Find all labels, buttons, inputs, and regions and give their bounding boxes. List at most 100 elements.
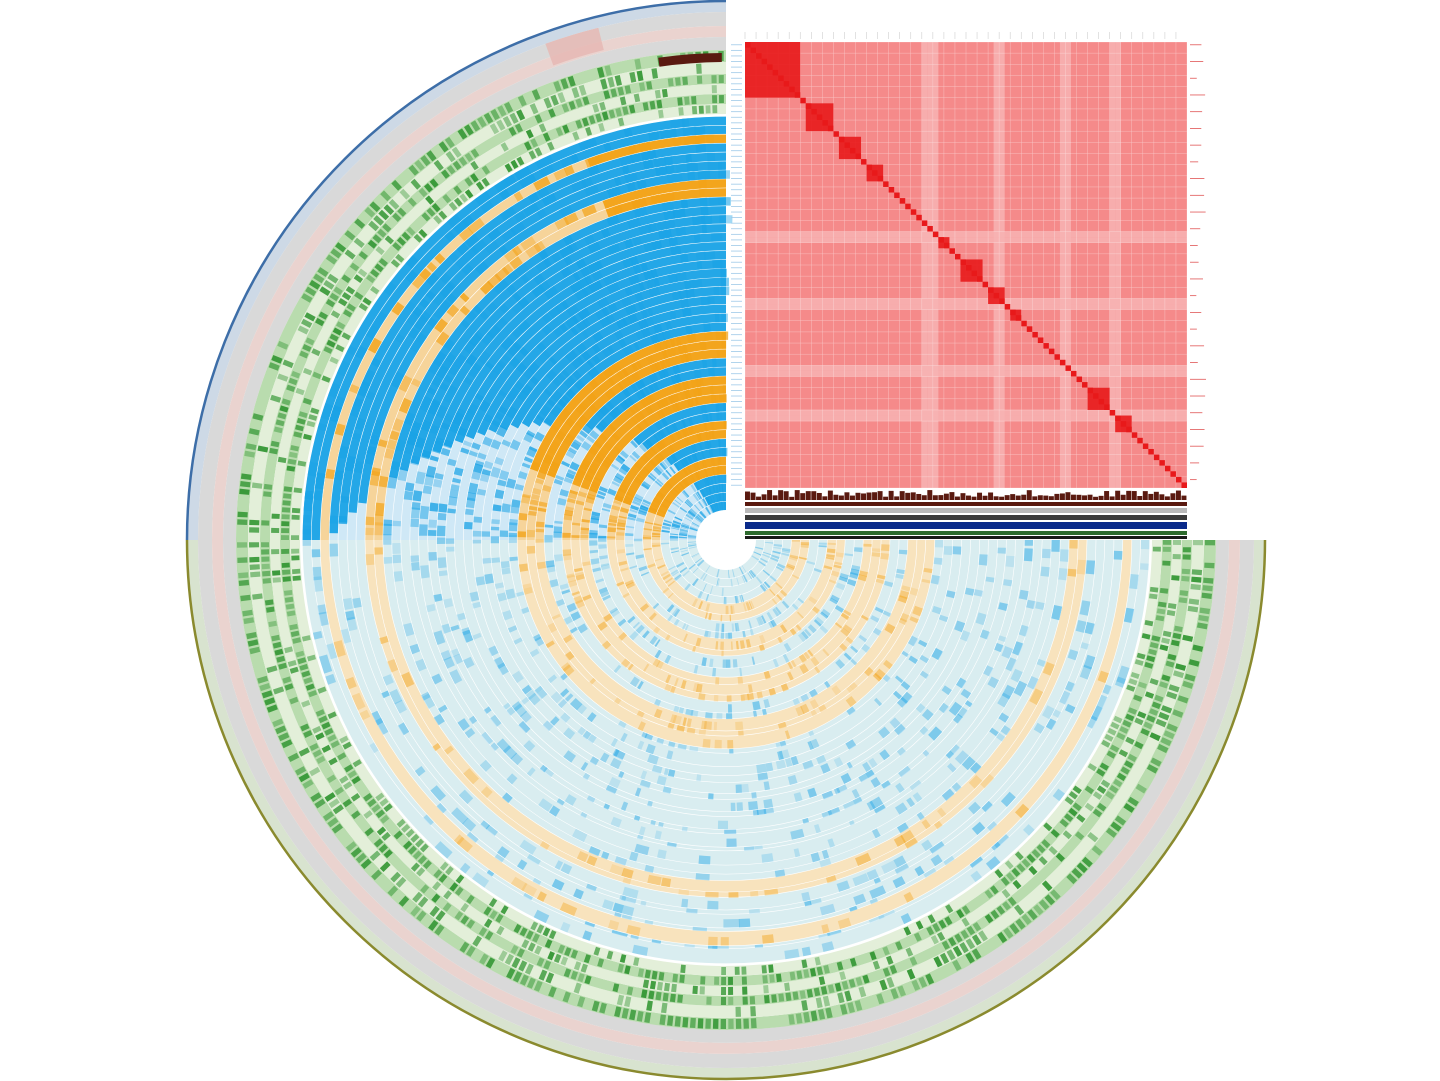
outer-arc-upper (185, 0, 727, 541)
matrix-diagonal-cell (899, 198, 906, 204)
matrix-diagonal-cell (1026, 326, 1033, 332)
green-track-ticks (249, 63, 1204, 1017)
matrix-diagonal-cell (1021, 320, 1027, 327)
blue-track (687, 501, 765, 579)
matrix-diagonal-cell (954, 253, 961, 260)
outer-arc-lower (185, 539, 1267, 1081)
matrix-diagonal-cell (1170, 471, 1176, 477)
similarity-matrix (731, 32, 1206, 489)
matrix-diagonal-cell (861, 159, 867, 165)
matrix-diagonal-cell (1181, 482, 1187, 488)
matrix-cluster-block (805, 103, 834, 132)
blue-track (302, 116, 1150, 964)
green-track-ticks (261, 75, 1191, 1006)
blue-track (589, 403, 863, 677)
matrix-cluster-block (988, 287, 1005, 305)
matrix-diagonal-cell (910, 209, 917, 215)
navy-strip (745, 522, 1187, 529)
blue-track (598, 412, 854, 668)
matrix-diagonal-cell (927, 225, 933, 232)
matrix-diagonal-cell (1082, 382, 1088, 388)
blue-track (356, 170, 1096, 910)
blue-track (392, 206, 1060, 874)
blue-track (499, 313, 953, 767)
blue-track (419, 232, 1033, 847)
center-hole (708, 522, 744, 558)
highlight-segment (545, 27, 604, 66)
matrix-diagonal-cell (1032, 331, 1038, 338)
blue-track (633, 447, 819, 633)
ring-tracks (185, 0, 1267, 1081)
blue-track (553, 367, 899, 713)
orange-track (651, 465, 801, 615)
blue-track (329, 143, 1123, 937)
blue-track (410, 224, 1042, 856)
matrix-cluster-block (1115, 415, 1132, 433)
blue-track (481, 295, 971, 783)
matrix-diagonal-cell (1142, 443, 1149, 449)
orange-track (607, 421, 845, 659)
green-track-ticks (290, 105, 1161, 976)
matrix-diagonal-cell (1131, 432, 1138, 438)
matrix-cluster-block (838, 136, 862, 160)
matrix-diagonal-cell (1148, 448, 1154, 455)
matrix-annotation-bars (745, 490, 1187, 539)
matrix-diagonal-cell (1054, 354, 1060, 360)
green-strip (745, 531, 1187, 535)
matrix-cluster-block (960, 259, 983, 282)
blue-track (454, 268, 998, 812)
brown-strip (745, 502, 1187, 506)
black-strip (745, 536, 1187, 539)
matrix-diagonal-cell (1109, 409, 1116, 416)
matrix-row-label-ticks (731, 32, 1206, 486)
matrix-diagonal-cell (800, 97, 806, 104)
matrix-diagonal-cell (883, 181, 889, 187)
matrix-diagonal-cell (1159, 460, 1165, 466)
orange-track (374, 188, 1078, 892)
orange-track (616, 429, 836, 650)
matrix-diagonal-cell (1059, 359, 1066, 366)
orange-track (517, 331, 935, 749)
green-track-ticks (237, 51, 1216, 1030)
matrix-cluster-block (1010, 309, 1022, 321)
green-track-ticks (271, 85, 1182, 996)
blue-track (401, 215, 1051, 865)
orange-track (571, 385, 881, 695)
gray-strip (745, 508, 1187, 513)
matrix-diagonal-cell (1070, 370, 1077, 377)
matrix-diagonal-cell (905, 203, 911, 210)
orange-track (320, 134, 1132, 946)
matrix-diagonal-cell (921, 220, 928, 226)
matrix-diagonal-cell (894, 192, 900, 199)
blue-track (463, 277, 989, 802)
blue-track (678, 492, 774, 587)
matrix-diagonal-cell (888, 186, 895, 193)
blue-track (383, 197, 1069, 883)
orange-track (535, 349, 917, 731)
matrix-diagonal-cell (1076, 376, 1083, 383)
matrix-diagonal-cell (1153, 454, 1160, 461)
blue-track (669, 483, 783, 597)
dark-strip (745, 515, 1187, 520)
matrix-diagonal-cell (833, 131, 839, 137)
matrix-diagonal-cell (1043, 343, 1049, 349)
blue-track (660, 474, 792, 606)
matrix-diagonal-cell (1065, 365, 1071, 371)
matrix-cluster-block (1087, 387, 1110, 410)
matrix-diagonal-cell (1037, 337, 1044, 344)
matrix-grid (744, 41, 1188, 489)
matrix-diagonal-cell (932, 231, 939, 238)
blue-track (472, 286, 980, 794)
matrix-cluster-block (938, 237, 950, 249)
blue-track (544, 358, 908, 722)
matrix-diagonal-cell (982, 281, 989, 288)
orange-track (365, 179, 1087, 901)
matrix-diagonal-cell (949, 248, 955, 254)
blue-track (338, 152, 1114, 928)
brown-bar-track (745, 490, 1187, 500)
matrix-diagonal-cell (1137, 437, 1143, 444)
matrix-diagonal-cell (1048, 348, 1055, 355)
orange-track (580, 394, 872, 686)
green-track-ticks (280, 95, 1172, 986)
